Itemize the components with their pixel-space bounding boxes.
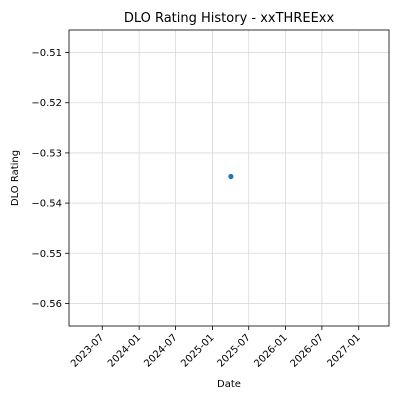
data-points <box>228 173 234 180</box>
y-tick-label: −0.56 <box>31 299 62 310</box>
y-tick-label: −0.55 <box>31 249 62 260</box>
data-point <box>228 173 234 180</box>
plot-frame <box>68 29 390 327</box>
y-tick-label: −0.51 <box>31 48 62 59</box>
y-axis-label: DLO Rating <box>10 150 21 206</box>
chart-title: DLO Rating History - xxTHREExx <box>124 11 335 26</box>
y-tick-label: −0.53 <box>31 148 62 159</box>
x-axis-label: Date <box>217 379 241 390</box>
y-tick-label: −0.54 <box>31 199 62 210</box>
y-tick-label: −0.52 <box>31 98 62 109</box>
grid-lines <box>69 30 389 326</box>
